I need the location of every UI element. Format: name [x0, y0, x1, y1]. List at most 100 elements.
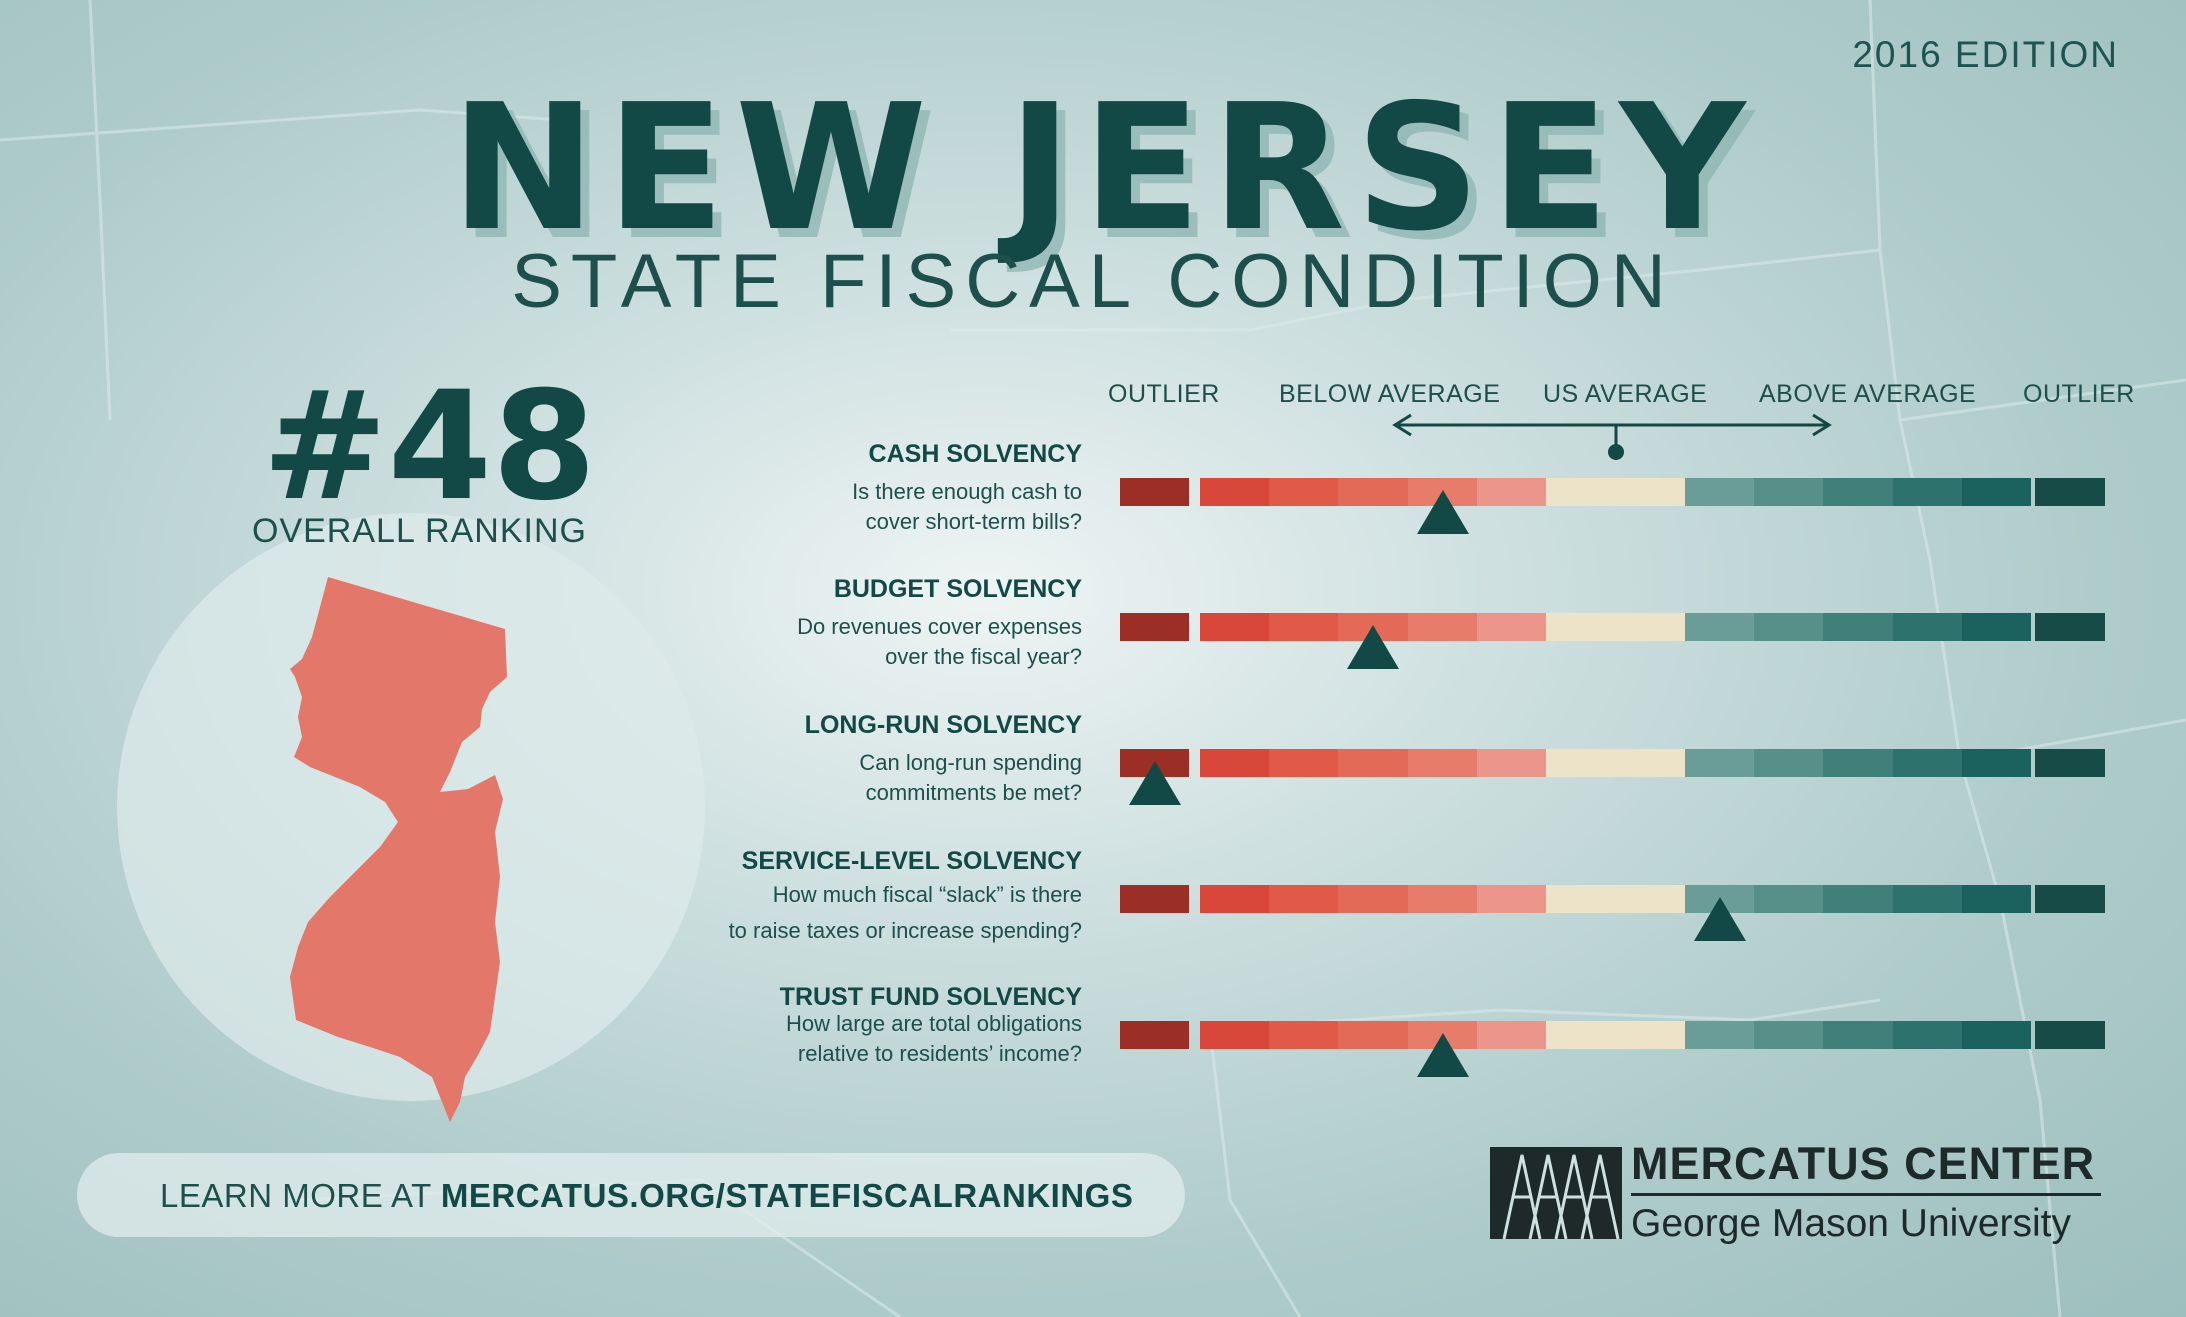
- scale-segment: [1893, 885, 1962, 913]
- solvency-scale-bar: [1120, 749, 2105, 777]
- scale-segment: [1754, 1021, 1823, 1049]
- row-question-line: Is there enough cash to: [852, 479, 1082, 504]
- row-title: TRUST FUND SOLVENCY: [779, 983, 1082, 1011]
- row-title: BUDGET SOLVENCY: [833, 575, 1082, 603]
- scale-segment: [1120, 1021, 1189, 1049]
- scale-segment: [1408, 613, 1477, 641]
- learn-more-prefix: LEARN MORE AT: [160, 1177, 441, 1214]
- scale-segment: [1685, 478, 1754, 506]
- page-subtitle: STATE FISCAL CONDITION: [511, 239, 1675, 324]
- scale-segment: [1893, 1021, 1962, 1049]
- scale-segment: [1338, 885, 1408, 913]
- row-question-line: to raise taxes or increase spending?: [728, 918, 1082, 943]
- position-marker-icon: [1347, 625, 1399, 669]
- row-title: LONG-RUN SOLVENCY: [804, 711, 1082, 739]
- logo-subtitle: George Mason University: [1631, 1202, 2072, 1245]
- scale-segment: [1616, 613, 1685, 641]
- row-question-line: cover short-term bills?: [865, 509, 1082, 534]
- scale-segment: [1546, 1021, 1616, 1049]
- scale-segment: [1200, 613, 1269, 641]
- learn-more-text: LEARN MORE AT MERCATUS.ORG/STATEFISCALRA…: [160, 1177, 1133, 1215]
- scale-segment: [1962, 885, 2031, 913]
- scale-segment: [2035, 1021, 2105, 1049]
- scale-segment: [1823, 1021, 1893, 1049]
- scale-segment: [1754, 749, 1823, 777]
- scale-segment: [1893, 613, 1962, 641]
- scale-segment: [1823, 749, 1893, 777]
- scale-segment: [1408, 885, 1477, 913]
- solvency-scale-bar: [1120, 885, 2105, 913]
- learn-more-banner: LEARN MORE AT MERCATUS.ORG/STATEFISCALRA…: [77, 1153, 1185, 1237]
- row-question-line: Can long-run spending: [859, 750, 1082, 775]
- scale-segment: [1754, 613, 1823, 641]
- scale-label-outlier-high: OUTLIER: [2023, 380, 2135, 408]
- logo-name: MERCATUS CENTER: [1631, 1138, 2096, 1189]
- scale-segment: [1269, 613, 1338, 641]
- scale-segment: [1546, 478, 1616, 506]
- scale-segment: [1269, 1021, 1338, 1049]
- overall-ranking-number: #48: [262, 360, 597, 534]
- new-jersey-state-shape: [290, 577, 507, 1122]
- scale-segment: [1546, 885, 1616, 913]
- scale-segment: [1823, 885, 1893, 913]
- scale-label-above-average: ABOVE AVERAGE: [1759, 380, 1977, 408]
- scale-segment: [1823, 478, 1893, 506]
- scale-segment: [1269, 478, 1338, 506]
- scale-segment: [1477, 1021, 1546, 1049]
- row-title: CASH SOLVENCY: [868, 440, 1082, 468]
- solvency-scale-bar: [1120, 478, 2105, 506]
- row-question-line: Do revenues cover expenses: [797, 614, 1082, 639]
- scale-segment: [1685, 1021, 1754, 1049]
- scale-segment: [1477, 478, 1546, 506]
- scale-segment: [1962, 478, 2031, 506]
- scale-label-us-average: US AVERAGE: [1543, 380, 1708, 408]
- scale-segment: [1477, 749, 1546, 777]
- scale-segment: [1338, 1021, 1408, 1049]
- scale-segment: [1893, 749, 1962, 777]
- row-question-line: commitments be met?: [865, 780, 1082, 805]
- scale-segment: [1408, 749, 1477, 777]
- scale-segment: [1962, 749, 2031, 777]
- scale-segment: [1546, 749, 1616, 777]
- scale-segment: [1962, 1021, 2031, 1049]
- scale-segment: [1120, 885, 1189, 913]
- scale-segment: [1338, 478, 1408, 506]
- scale-segment: [1477, 885, 1546, 913]
- row-question-line: How much fiscal “slack” is there: [772, 882, 1082, 907]
- scale-segment: [1616, 1021, 1685, 1049]
- scale-segment: [1962, 613, 2031, 641]
- scale-segment: [1685, 749, 1754, 777]
- scale-segment: [1616, 749, 1685, 777]
- scale-segment: [1546, 613, 1616, 641]
- scale-segment: [1200, 885, 1269, 913]
- scale-segment: [2035, 749, 2105, 777]
- position-marker-icon: [1693, 897, 1746, 941]
- scale-segment: [1477, 613, 1546, 641]
- position-marker-icon: [1416, 1033, 1469, 1077]
- scale-segment: [1616, 478, 1685, 506]
- scale-segment: [1338, 749, 1408, 777]
- scale-segment: [1120, 613, 1189, 641]
- scale-segment: [2035, 885, 2105, 913]
- scale-segment: [1685, 613, 1754, 641]
- learn-more-link[interactable]: MERCATUS.ORG/STATEFISCALRANKINGS: [440, 1177, 1134, 1214]
- scale-label-below-average: BELOW AVERAGE: [1279, 380, 1501, 408]
- scale-segment: [1200, 749, 1269, 777]
- scale-segment: [1616, 885, 1685, 913]
- edition-label: 2016 EDITION: [1852, 34, 2119, 75]
- scale-segment: [1200, 1021, 1269, 1049]
- scale-segment: [1754, 885, 1823, 913]
- row-question-line: How large are total obligations: [786, 1011, 1082, 1036]
- scale-segment: [1754, 478, 1823, 506]
- row-title: SERVICE-LEVEL SOLVENCY: [741, 847, 1082, 875]
- scale-segment: [1200, 478, 1269, 506]
- scale-segment: [1269, 749, 1338, 777]
- scale-segment: [1823, 613, 1893, 641]
- row-question-line: over the fiscal year?: [885, 644, 1082, 669]
- scale-segment: [1269, 885, 1338, 913]
- page-title: NEW JERSEY: [450, 67, 1756, 270]
- overall-ranking-label: OVERALL RANKING: [252, 512, 587, 550]
- mercatus-logo-icon: [1490, 1147, 1622, 1239]
- scale-segment: [1120, 478, 1189, 506]
- logo-divider: [1631, 1193, 2101, 1196]
